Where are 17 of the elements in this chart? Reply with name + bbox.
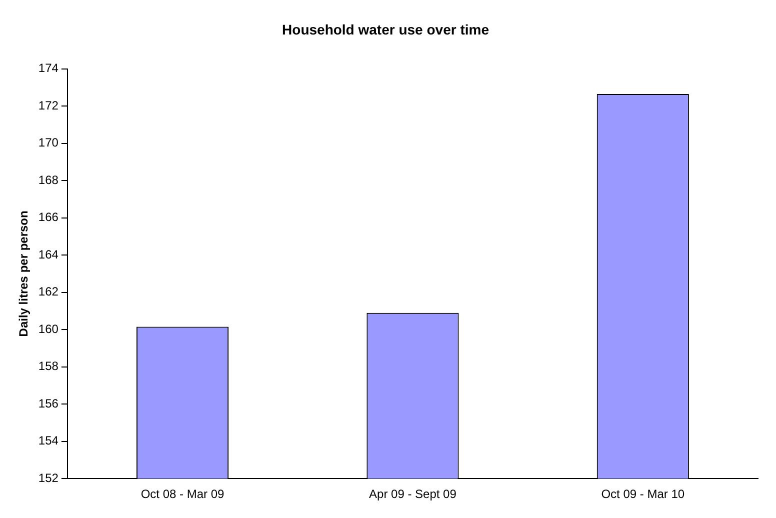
y-tick-label: 166	[38, 210, 59, 224]
y-tick-label: 168	[38, 172, 59, 187]
y-tick-label: 162	[38, 284, 59, 299]
y-tick-label: 152	[38, 470, 59, 485]
y-axis-title: Daily litres per person	[16, 210, 31, 337]
y-tick-label: 172	[38, 98, 59, 112]
y-tick-label: 170	[38, 136, 59, 150]
y-tick-label: 154	[38, 434, 59, 448]
chart-title: Household water use over time	[282, 21, 490, 38]
y-tick-label: 158	[38, 359, 59, 374]
x-tick-label: Apr 09 - Sept 09	[369, 487, 457, 502]
x-tick-label: Oct 08 - Mar 09	[140, 487, 225, 502]
y-tick-label: 156	[38, 396, 59, 410]
y-tick-label: 174	[38, 61, 59, 76]
x-tick-label: Oct 09 - Mar 10	[601, 487, 685, 502]
y-tick-label: 160	[38, 322, 59, 336]
y-tick-label: 164	[38, 247, 59, 262]
